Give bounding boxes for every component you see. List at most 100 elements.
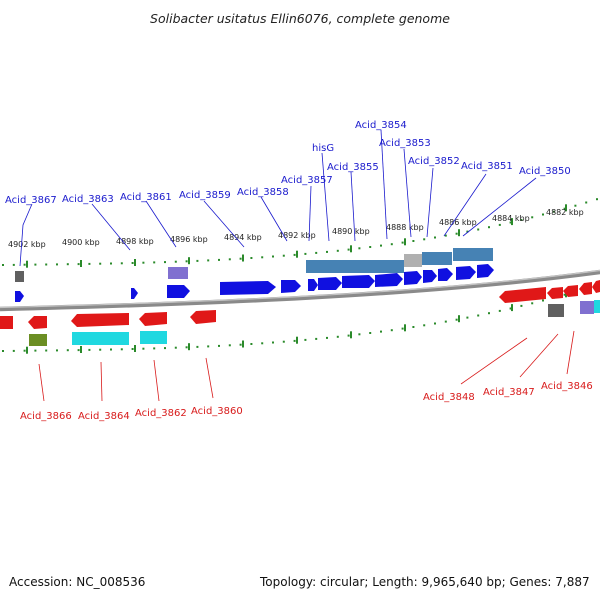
- tick-dot: [110, 262, 112, 265]
- gene-label[interactable]: Acid_3848: [423, 392, 475, 403]
- genome-backbone: [0, 269, 600, 312]
- tick-dot: [444, 234, 447, 237]
- tick-dot: [455, 318, 458, 321]
- gene-label[interactable]: Acid_3847: [483, 387, 535, 398]
- gene-labels-top: Acid_3867 Acid_3863 Acid_3861 Acid_3859 …: [5, 120, 571, 206]
- tick-dot: [164, 347, 166, 350]
- tick-dot: [272, 255, 274, 258]
- tick-dot: [110, 348, 112, 351]
- gene-arrow[interactable]: [592, 280, 600, 293]
- tick-dot: [239, 257, 242, 260]
- tick-dot: [282, 254, 285, 257]
- gene-arrow[interactable]: [375, 273, 403, 287]
- tick-mark: [458, 315, 460, 323]
- gene-arrow[interactable]: [167, 285, 190, 298]
- gene-label[interactable]: Acid_3850: [519, 166, 571, 177]
- kbp-label: 4882 kbp: [546, 208, 584, 217]
- gene-label[interactable]: Acid_3854: [355, 120, 407, 131]
- tick-dot: [596, 198, 598, 201]
- gene-label[interactable]: Acid_3866: [20, 411, 72, 422]
- gene-label[interactable]: Acid_3858: [237, 187, 289, 198]
- tick-dot: [347, 334, 350, 337]
- gene-label[interactable]: Acid_3867: [5, 195, 57, 206]
- tick-dot: [142, 261, 145, 264]
- map-title: Solibacter usitatus Ellin6076, complete …: [150, 11, 450, 26]
- genome-summary: Topology: circular; Length: 9,965,640 bp…: [260, 575, 590, 589]
- tick-row-top: [2, 198, 598, 268]
- gene-label[interactable]: Acid_3846: [541, 381, 593, 392]
- tick-dot: [56, 263, 58, 266]
- tick-dot: [434, 236, 436, 239]
- gene-arrow[interactable]: [318, 277, 342, 290]
- gene-arrow[interactable]: [281, 280, 301, 293]
- gene-arrow[interactable]: [15, 291, 24, 302]
- gene-label[interactable]: Acid_3859: [179, 190, 231, 201]
- gene-arrow[interactable]: [438, 268, 453, 281]
- gene-arrow[interactable]: [220, 281, 276, 295]
- tick-dot: [336, 249, 339, 252]
- kbp-label: 4894 kbp: [224, 233, 262, 242]
- gene-label[interactable]: Acid_3861: [120, 192, 172, 203]
- gene-arrow[interactable]: [71, 313, 129, 327]
- tick-dot: [196, 259, 199, 262]
- gene-arrow[interactable]: [190, 310, 216, 324]
- tick-mark: [350, 331, 352, 339]
- gene-label[interactable]: Acid_3864: [78, 411, 130, 422]
- reverse-genes: [0, 280, 600, 329]
- tick-dot: [304, 338, 307, 341]
- gene-label[interactable]: Acid_3852: [408, 156, 460, 167]
- tick-dot: [412, 326, 415, 328]
- genome-backbone-highlight: [0, 269, 600, 309]
- gene-arrow[interactable]: [0, 316, 13, 329]
- kbp-label: 4886 kbp: [439, 218, 477, 227]
- gene-arrow[interactable]: [477, 264, 494, 278]
- tick-dot: [272, 341, 274, 344]
- tick-dot: [358, 333, 361, 336]
- gene-label[interactable]: Acid_3853: [379, 138, 431, 149]
- tick-dot: [99, 262, 102, 265]
- tick-dot: [466, 230, 469, 233]
- tick-dot: [153, 261, 156, 264]
- gene-arrow[interactable]: [547, 287, 563, 299]
- tick-dot: [293, 253, 296, 256]
- tick-mark: [296, 336, 298, 344]
- tick-dot: [455, 232, 458, 235]
- gene-arrow[interactable]: [423, 270, 437, 283]
- gene-label[interactable]: hisG: [312, 143, 334, 154]
- gene-arrow[interactable]: [404, 271, 422, 285]
- tick-dot: [261, 256, 264, 259]
- gene-label[interactable]: Acid_3857: [281, 175, 333, 186]
- tick-dot: [509, 307, 512, 310]
- gene-arrow[interactable]: [456, 266, 476, 280]
- gene-arrow[interactable]: [579, 282, 592, 295]
- gene-arrow[interactable]: [342, 275, 375, 288]
- tick-dot: [293, 339, 296, 342]
- tick-mark: [26, 260, 28, 268]
- gene-label[interactable]: Acid_3863: [62, 194, 114, 205]
- tick-dot: [358, 247, 361, 250]
- gene-arrow[interactable]: [28, 316, 47, 329]
- gene-arrow[interactable]: [131, 288, 138, 299]
- gene-arrow[interactable]: [308, 279, 318, 291]
- tick-dot: [77, 349, 80, 352]
- gene-arrow[interactable]: [139, 312, 167, 326]
- tick-dot: [380, 330, 382, 333]
- gene-arrow[interactable]: [499, 287, 546, 303]
- tick-dot: [542, 213, 544, 216]
- gene-label[interactable]: Acid_3860: [191, 406, 243, 417]
- gene-arrow[interactable]: [563, 285, 578, 297]
- tick-mark: [511, 304, 513, 312]
- tick-dot: [444, 320, 447, 323]
- cog-box: [548, 304, 564, 317]
- tick-mark: [511, 218, 513, 226]
- tick-mark: [350, 245, 352, 253]
- tick-dot: [466, 316, 469, 319]
- tick-mark: [404, 238, 406, 246]
- kbp-label: 4898 kbp: [116, 237, 154, 246]
- gene-label[interactable]: Acid_3862: [135, 408, 187, 419]
- tick-dot: [23, 263, 26, 266]
- gene-label[interactable]: Acid_3851: [461, 161, 513, 172]
- gene-label[interactable]: Acid_3855: [327, 162, 379, 173]
- tick-dot: [218, 258, 220, 261]
- tick-dot: [498, 223, 501, 226]
